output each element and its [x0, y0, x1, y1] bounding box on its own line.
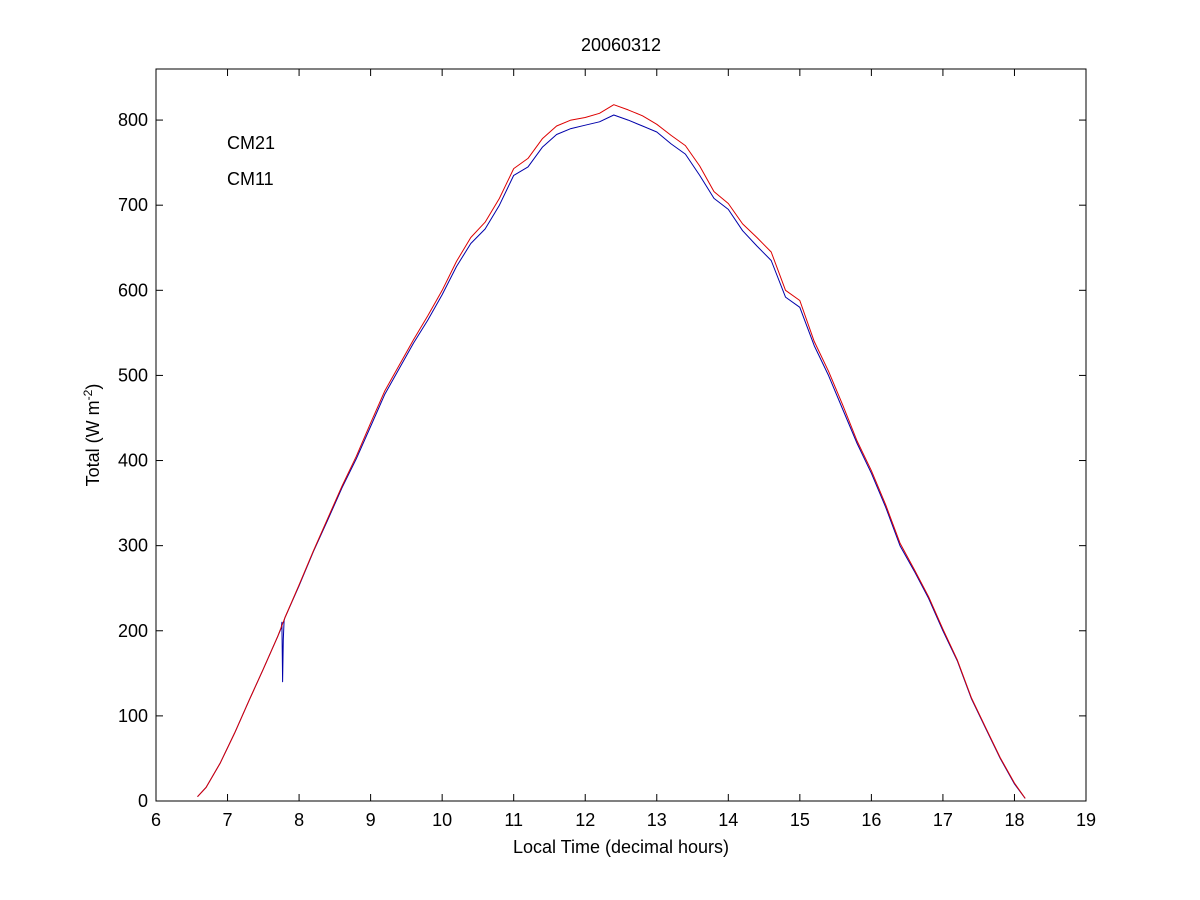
y-axis-label-superscript: -2: [81, 389, 95, 400]
y-tick-label-400: 400: [118, 451, 148, 471]
x-tick-label-10: 10: [432, 810, 452, 830]
x-tick-label-8: 8: [294, 810, 304, 830]
y-tick-label-300: 300: [118, 536, 148, 556]
x-tick-label-15: 15: [790, 810, 810, 830]
series-line-cm11: [197, 104, 1026, 799]
series-line-cm21: [197, 114, 1026, 799]
y-axis-label-main: Total (W m: [83, 400, 103, 486]
y-tick-label-600: 600: [118, 280, 148, 300]
x-axis-ticks: 6 7 8 9 10 11 12 13 14 15 16 17 18 19: [151, 69, 1096, 830]
x-axis-label: Local Time (decimal hours): [513, 837, 729, 857]
chart-title: 20060312: [581, 35, 661, 55]
x-tick-label-11: 11: [504, 810, 523, 830]
y-tick-label-700: 700: [118, 195, 148, 215]
x-tick-label-19: 19: [1076, 810, 1096, 830]
y-axis-label-tail: ): [83, 384, 103, 390]
y-tick-label-500: 500: [118, 365, 148, 385]
x-tick-label-7: 7: [223, 810, 233, 830]
y-tick-label-200: 200: [118, 621, 148, 641]
y-axis-ticks: 0 100 200 300 400 500 600 700 800: [118, 110, 1086, 811]
x-tick-label-12: 12: [575, 810, 595, 830]
x-tick-label-17: 17: [933, 810, 953, 830]
y-tick-label-100: 100: [118, 706, 148, 726]
x-tick-label-14: 14: [718, 810, 738, 830]
x-tick-label-18: 18: [1004, 810, 1024, 830]
legend-entry-cm11: CM11: [227, 169, 274, 189]
y-tick-label-800: 800: [118, 110, 148, 130]
plot-area-frame: [155, 68, 1087, 802]
legend: CM21 CM11: [227, 133, 275, 189]
legend-entry-cm21: CM21: [227, 133, 275, 153]
x-tick-label-13: 13: [647, 810, 667, 830]
x-tick-label-16: 16: [861, 810, 881, 830]
y-tick-label-0: 0: [138, 791, 148, 811]
x-tick-label-9: 9: [366, 810, 376, 830]
series-group: [197, 104, 1026, 799]
x-tick-label-6: 6: [151, 810, 161, 830]
y-axis-label: Total (W m-2): [81, 384, 103, 487]
